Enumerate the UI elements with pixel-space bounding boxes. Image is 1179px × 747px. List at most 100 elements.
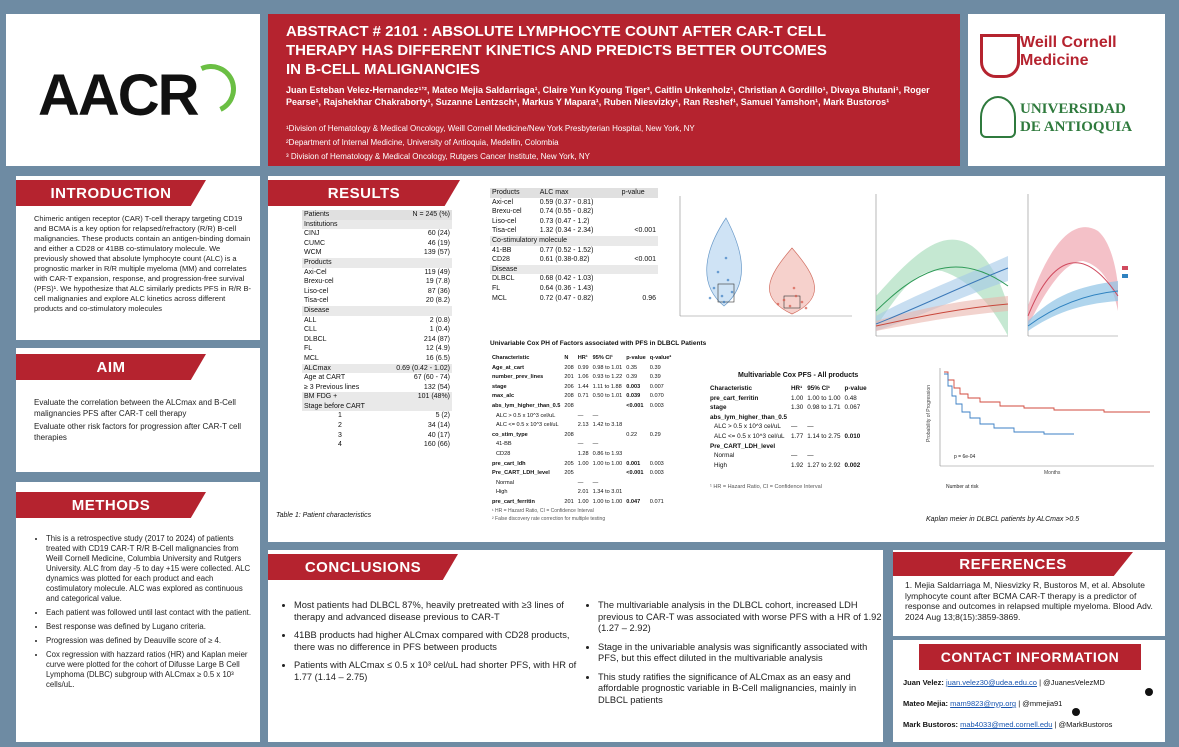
table-cell-value: 214 (87) [423,335,450,343]
table-row: Stage before CART [302,401,452,412]
t1-header-n: N = 245 (%) [377,210,452,220]
table-cell: 1.00 [791,394,804,402]
table-cell-value: 0.74 (0.55 - 0.82) [539,208,594,216]
title-banner: ABSTRACT # 2101 : ABSOLUTE LYMPHOCYTE CO… [268,14,960,166]
table-row: Axi-Cel 119 (49) [302,268,452,278]
table-row: pre_cart_ferritin 201 1.00 1.00 to 1.00 0.04… [490,498,673,508]
table-cell-value: 101 (48%) [417,393,450,401]
table-cell: pre_cart_ldh [492,460,526,467]
table-cell: 0.29 [649,431,661,438]
table-row: ALCmax 0.69 (0.42 - 1.02) [302,363,452,374]
table-cell-value: 0.68 (0.42 - 1.03) [539,275,594,283]
table-row: Brexu-cel 19 (7.8) [302,277,452,287]
table-cell-value: 1 (0.4) [429,326,450,334]
table1-caption: Table 1: Patient characteristics [276,512,372,519]
table-cell-value: 0.69 (0.42 - 1.02) [396,364,450,372]
table-cell-pvalue: 0.96 [642,294,656,302]
table-cell: 0.86 to 1.93 [592,450,623,457]
table-cell [562,479,575,489]
table-cell [576,431,591,441]
table-cell: Pre_CART_LDH_level [710,442,776,450]
kaplan-meier-plot: Probability of Progression p = 6e-04 Mon… [924,360,1160,536]
table-cell [562,412,575,422]
table-row: Age at CART 67 (60 - 74) [302,373,452,383]
table-cell: ALC <= 0.5 x 10^3 cel/uL [496,422,559,429]
udea-logo: UNIVERSIDAD DE ANTIOQUIA [1020,101,1133,135]
contact-email-link[interactable]: mam9823@nyp.org [950,699,1017,708]
affiliation-3: ³ Division of Hematology & Medical Oncol… [286,152,590,161]
table-cell: 1.14 to 2.75 [807,432,841,440]
table-cell-value: 0.72 (0.47 - 0.82) [539,294,594,302]
table-cell-label: 2 [338,422,342,430]
table-row: stage 1.30 0.98 to 1.71 0.067 [708,403,869,413]
table-cell: 208 [564,364,574,371]
table-cell-value: 0.64 (0.36 - 1.43) [539,284,594,292]
contact-name: Juan Velez: [903,678,944,687]
table-cell-value: 0.61 (0.38-0.82) [539,256,590,264]
table-cell [576,469,591,479]
contact-heading: CONTACT INFORMATION [919,644,1141,670]
table-cell: — [577,479,584,486]
table-cell-label: CLL [304,326,317,334]
km-curve-high-alc [944,371,1150,413]
t3-h4: p-value [626,355,646,361]
contact-email-link[interactable]: juan.velez30@udea.edu.co [945,678,1037,687]
band-blue [876,256,1008,331]
table-cell: Age_at_cart [492,364,525,371]
table-row: stage 206 1.44 1.11 to 1.88 0.003 0.007 [490,383,673,393]
table-row: Age_at_cart 208 0.99 0.98 to 1.01 0.35 0.39 [490,364,673,374]
x-icon [1072,708,1080,716]
table-cell-value: 34 (14) [427,422,450,430]
table-cell-value: 60 (24) [427,230,450,238]
methods-item: Each patient was followed until last con… [46,608,256,618]
table-cell: — [807,452,814,460]
table-cell: 0.003 [649,460,664,467]
table-cell: 0.50 to 1.01 [592,393,623,400]
intro-heading: INTRODUCTION [16,180,206,206]
table-row: abs_lym_higher_than_0.5 208 <0.001 0.003 [490,402,673,412]
table-cell: stage [492,383,507,390]
table-cell: 0.35 [626,364,638,371]
table-cell: 0.070 [649,393,664,400]
km-ylabel: Probability of Progression [926,385,932,442]
table-row: number_prev_lines 201 1.06 0.93 to 1.22 0.39… [490,373,673,383]
table-row: Co-stimulatory molecule [490,235,658,246]
references-panel: REFERENCES 1. Mejia Saldarriaga M, Niesv… [893,550,1165,636]
t3-h5: q-value² [649,355,672,361]
table-cell-value: 0.73 (0.47 - 1.2) [539,217,590,225]
contact-email-link[interactable]: mab4033@med.cornell.edu [960,720,1053,729]
table-cell [562,488,575,498]
intro-text: Chimeric antigen receptor (CAR) T-cell t… [34,214,252,313]
table-cell: 205 [564,460,574,467]
table-cell [843,413,869,423]
table-row: 41-BB 0.77 (0.52 - 1.52) [490,246,658,256]
partner-logos: Weill Cornell Medicine UNIVERSIDAD DE AN… [968,14,1165,166]
table-cell [624,421,648,431]
table-cell: — [791,452,798,460]
table-cell: 0.003 [626,383,641,390]
table-cell-label: Brexu-cel [304,278,334,286]
table-cell-value: 119 (49) [424,268,450,276]
univariable-cox-table: Characteristic N HR¹ 95% CI¹ p-value q-value²… [490,354,673,508]
weill-cornell-logo: Weill Cornell Medicine [1020,34,1117,69]
x-icon [1145,688,1153,696]
table-cell: 2.01 [577,489,589,496]
table-cell-label: WCM [304,249,322,257]
table-cell: 1.34 to 3.01 [592,489,623,496]
table-category: Stage before CART [302,401,452,412]
table-cell-label: 4 [338,441,342,449]
table-cell: <0.001 [626,402,644,409]
authors: Juan Esteban Velez-Hernandez¹ʼ², Mateo M… [286,85,930,107]
table-cell: 1.06 [577,374,589,381]
table-cell: abs_lym_higher_than_0.5 [710,413,787,421]
table-cell: 1.28 [577,450,589,457]
violin-svg [679,196,852,317]
table-cell-label: Age at CART [304,374,346,382]
table-row: ALC > 0.5 x 10^3 cel/uL — — [490,412,673,422]
t2-header-alc: ALC max [537,188,620,198]
t3-body: Age_at_cart 208 0.99 0.98 to 1.01 0.35 0.39 nu… [490,364,673,508]
table-cell-label: Liso-cel [304,287,329,295]
t4-h3: p-value [844,385,867,392]
violin-41bb [706,217,742,307]
contact-panel: CONTACT INFORMATION Juan Velez: juan.vel… [893,640,1165,742]
